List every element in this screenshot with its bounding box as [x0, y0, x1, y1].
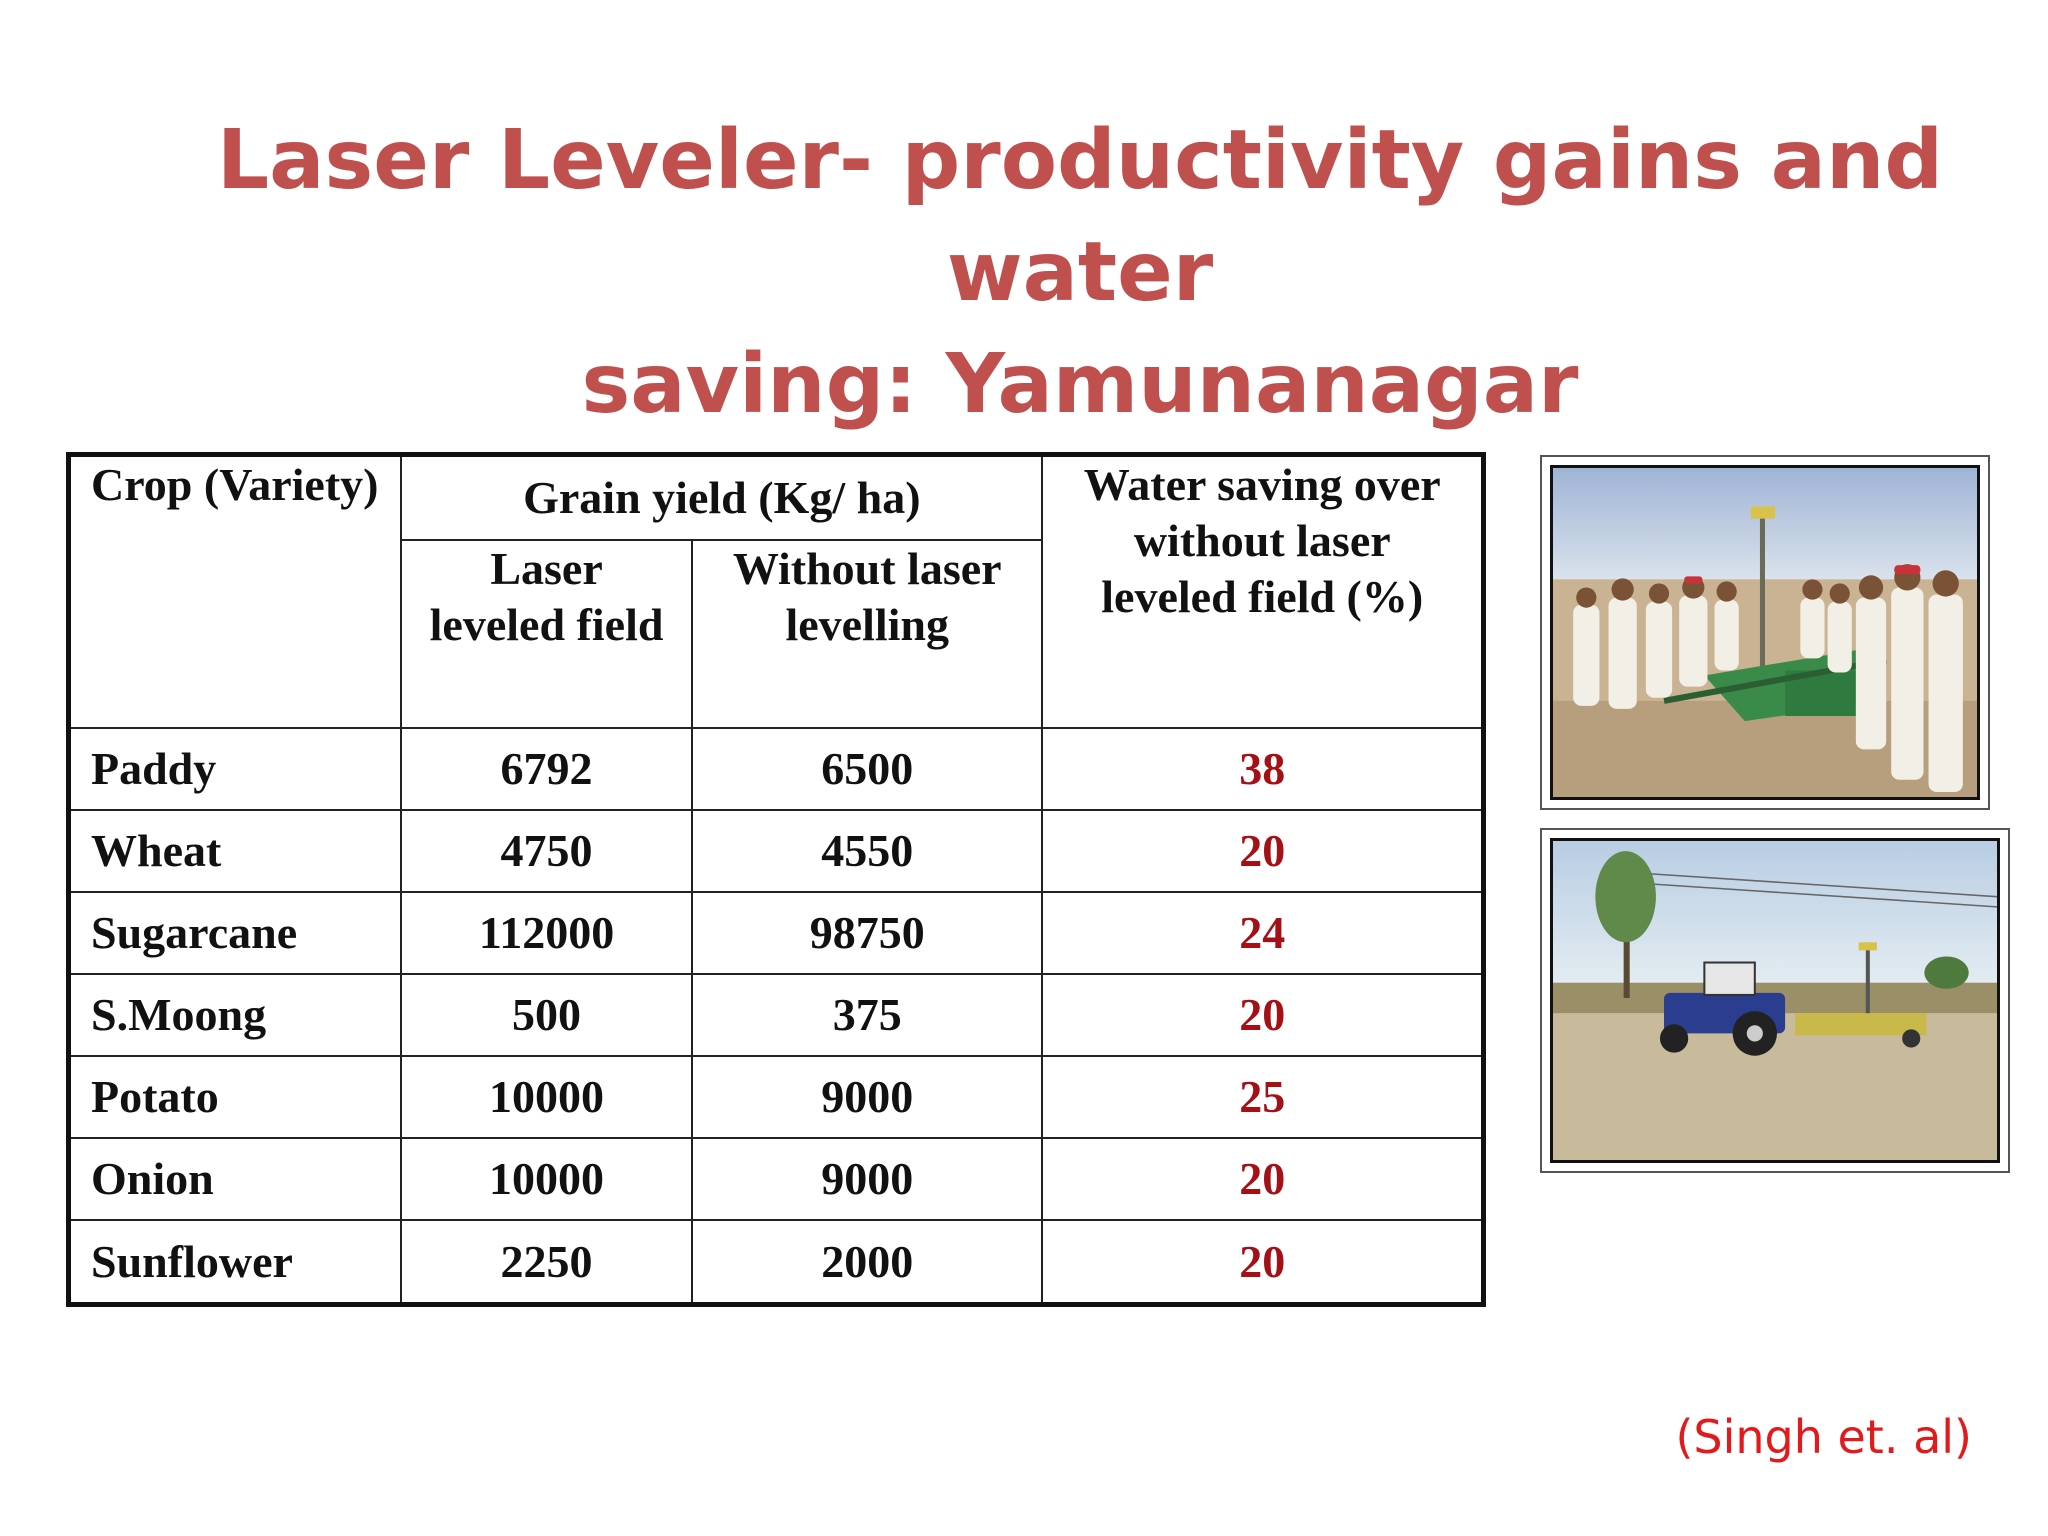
without-yield-cell: 375 — [690, 973, 1044, 1058]
tractor-illustration — [1553, 841, 1997, 1160]
laser-yield-cell: 2250 — [400, 1219, 693, 1306]
laser-yield-cell: 112000 — [400, 891, 693, 976]
yield-water-table: Crop (Variety) Grain yield (Kg/ ha) Wate… — [66, 452, 1486, 1307]
crop-cell: Sugarcane — [67, 891, 403, 976]
crowd-illustration — [1553, 468, 1977, 797]
title-line-2: saving: Yamunanagar — [581, 337, 1579, 432]
water-saving-cell: 20 — [1041, 809, 1485, 894]
header-without-laser: Without laser levelling — [690, 539, 1044, 729]
crop-cell: Sunflower — [67, 1219, 403, 1306]
header-water-saving: Water saving over without laser leveled … — [1041, 453, 1485, 729]
laser-yield-cell: 500 — [400, 973, 693, 1058]
table-row: Onion 10000 9000 20 — [67, 1137, 1485, 1222]
crop-cell: S.Moong — [67, 973, 403, 1058]
crop-cell: Potato — [67, 1055, 403, 1140]
water-saving-cell: 20 — [1041, 973, 1485, 1058]
crop-cell: Paddy — [67, 726, 403, 812]
demonstration-crowd-photo — [1540, 455, 1990, 810]
without-yield-cell: 98750 — [690, 891, 1044, 976]
header-grain-yield: Grain yield (Kg/ ha) — [400, 453, 1044, 541]
without-yield-cell: 9000 — [690, 1055, 1044, 1140]
slide-title: Laser Leveler- productivity gains and wa… — [150, 105, 2010, 441]
laser-yield-cell: 10000 — [400, 1055, 693, 1140]
without-yield-cell: 2000 — [690, 1219, 1044, 1306]
water-saving-cell: 24 — [1041, 891, 1485, 976]
table-row: S.Moong 500 375 20 — [67, 973, 1485, 1058]
table-row: Potato 10000 9000 25 — [67, 1055, 1485, 1140]
without-yield-cell: 4550 — [690, 809, 1044, 894]
photo-image — [1550, 838, 2000, 1163]
table-row: Wheat 4750 4550 20 — [67, 809, 1485, 894]
photo-image — [1550, 465, 1980, 800]
laser-yield-cell: 10000 — [400, 1137, 693, 1222]
water-saving-cell: 25 — [1041, 1055, 1485, 1140]
laser-yield-cell: 6792 — [400, 726, 693, 812]
water-saving-cell: 20 — [1041, 1219, 1485, 1306]
table-row: Paddy 6792 6500 38 — [67, 726, 1485, 812]
tractor-field-photo — [1540, 828, 2010, 1173]
without-yield-cell: 9000 — [690, 1137, 1044, 1222]
laser-yield-cell: 4750 — [400, 809, 693, 894]
title-line-1: Laser Leveler- productivity gains and wa… — [216, 113, 1944, 320]
crop-cell: Wheat — [67, 809, 403, 894]
table-row: Sugarcane 112000 98750 24 — [67, 891, 1485, 976]
without-yield-cell: 6500 — [690, 726, 1044, 812]
citation: (Singh et. al) — [1675, 1410, 1972, 1464]
crop-cell: Onion — [67, 1137, 403, 1222]
water-saving-cell: 20 — [1041, 1137, 1485, 1222]
header-laser-leveled: Laser leveled field — [400, 539, 693, 729]
table-row: Sunflower 2250 2000 20 — [67, 1219, 1485, 1306]
header-crop: Crop (Variety) — [67, 453, 403, 729]
water-saving-cell: 38 — [1041, 726, 1485, 812]
